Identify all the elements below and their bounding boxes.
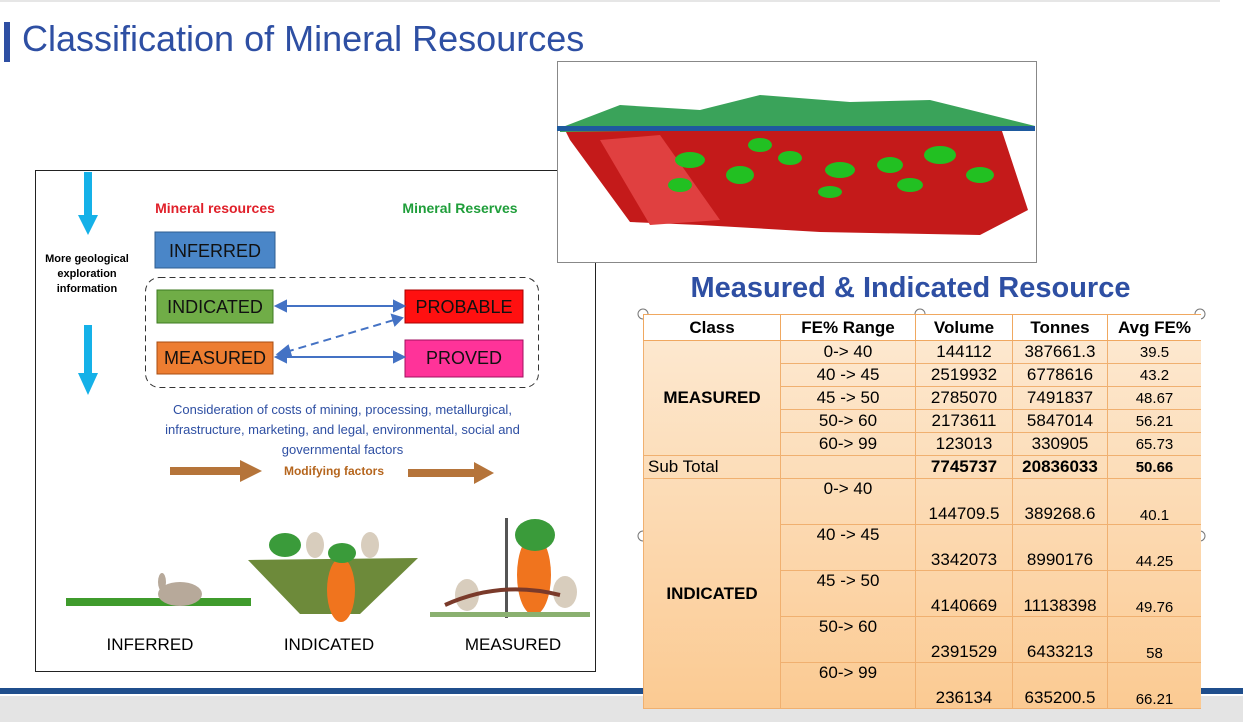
table-cell: 387661.3 [1012, 340, 1108, 364]
box-measured [156, 341, 274, 375]
header-cell: Class [643, 314, 781, 341]
table-cell: 44.25 [1107, 524, 1201, 571]
footer-bar [0, 688, 1243, 694]
reserves-heading: Mineral Reserves [402, 200, 517, 216]
header-cell: Avg FE% [1107, 314, 1201, 341]
table-cell: 65.73 [1107, 432, 1201, 456]
table-cell: 6778616 [1012, 363, 1108, 387]
down-arrows [78, 172, 98, 395]
slide-title: Classification of Mineral Resources [22, 18, 585, 59]
table-row: 60-> 99 236134 635200.5 66.21 [644, 662, 1201, 709]
table-cell: 5847014 [1012, 409, 1108, 433]
class-cell: MEASURED [643, 340, 781, 456]
table-cell: 60-> 99 [780, 432, 916, 456]
table-cell: 7491837 [1012, 386, 1108, 410]
model-render [557, 95, 1035, 235]
class-cell: INDICATED [643, 478, 781, 709]
connectors [273, 299, 407, 364]
side-note: More geological exploration information [45, 253, 129, 295]
table-cell: 4140669 [915, 570, 1013, 617]
table-cell: 50-> 60 [780, 409, 916, 433]
table-body: MEASURED 0-> 40 144112 387661.3 39.5 40 -> 45… [643, 340, 1201, 709]
header-cell: Tonnes [1012, 314, 1108, 341]
box-proved [404, 339, 524, 378]
header-row: Class FE% Range Volume Tonnes Avg FE% [643, 314, 1201, 341]
table-title: Measured & Indicated Resource [690, 272, 1131, 304]
table-cell: 40.1 [1107, 478, 1201, 525]
table-cell: 144709.5 [915, 478, 1013, 525]
table-row: INDICATED 0-> 40 144709.5 389268.6 40.1 [643, 478, 1201, 709]
table-cell: 39.5 [1107, 340, 1201, 364]
header-cell: FE% Range [780, 314, 916, 341]
consideration-text: Consideration of costs of mining, proces… [165, 402, 520, 457]
table-cell: 40 -> 45 [780, 363, 916, 387]
table-cell: 11138398 [1012, 570, 1108, 617]
modifying-label: Modifying factors [284, 464, 384, 478]
table-row: 60-> 99 123013 330905 65.73 [644, 432, 1201, 456]
box-label: INFERRED [169, 241, 261, 261]
table-cell: 0-> 40 [780, 478, 916, 525]
table-cell: 144112 [915, 340, 1013, 364]
table-row: 50-> 60 2173611 5847014 56.21 [644, 409, 1201, 433]
table-cell: 2173611 [915, 409, 1013, 433]
table-cell: 66.21 [1107, 662, 1201, 709]
table-cell: 8990176 [1012, 524, 1108, 571]
box-label: PROBABLE [415, 297, 512, 317]
stage-label: INFERRED [107, 635, 194, 654]
table-cell: 45 -> 50 [780, 386, 916, 410]
table-row: MEASURED 0-> 40 144112 387661.3 39.5 [643, 340, 1201, 456]
dashed-group [145, 277, 539, 388]
table-cell: 50-> 60 [780, 616, 916, 663]
box-inferred [154, 231, 276, 269]
table-cell: 58 [1107, 616, 1201, 663]
table-cell: 236134 [915, 662, 1013, 709]
table-cell: 123013 [915, 432, 1013, 456]
subtotal-cell: 7745737 [915, 455, 1013, 479]
table-cell: 6433213 [1012, 616, 1108, 663]
box-label: MEASURED [164, 348, 266, 368]
box-label: PROVED [426, 348, 502, 368]
header-cell: Volume [915, 314, 1013, 341]
box-probable [404, 289, 524, 324]
table-cell: 2391529 [915, 616, 1013, 663]
table-cell: 60-> 99 [780, 662, 916, 709]
table-cell: 40 -> 45 [780, 524, 916, 571]
table-wrap: Class FE% Range Volume Tonnes Avg FE% MEASUR… [643, 314, 1201, 712]
title-bar [4, 22, 10, 62]
stage-label: INDICATED [284, 635, 374, 654]
empty-cell [780, 455, 916, 479]
table-cell: 2785070 [915, 386, 1013, 410]
table-cell: 45 -> 50 [780, 570, 916, 617]
table-cell: 389268.6 [1012, 478, 1108, 525]
subtotal-row: Sub Total 7745737 20836033 50.66 [643, 455, 1201, 479]
stage-label: MEASURED [465, 635, 561, 654]
table-cell: 49.76 [1107, 570, 1201, 617]
resource-table: Class FE% Range Volume Tonnes Avg FE% MEASUR… [643, 314, 1201, 709]
table-row: 40 -> 45 3342073 8990176 44.25 [644, 524, 1201, 571]
subtotal-cell: 20836033 [1012, 455, 1108, 479]
table-cell: 56.21 [1107, 409, 1201, 433]
table-cell: 3342073 [915, 524, 1013, 571]
modifying-arrows [170, 460, 494, 484]
table-cell: 48.67 [1107, 386, 1201, 410]
box-label: INDICATED [167, 297, 263, 317]
box-indicated [156, 289, 274, 324]
table-cell: 43.2 [1107, 363, 1201, 387]
table-row: 50-> 60 2391529 6433213 58 [644, 616, 1201, 663]
table-cell: 2519932 [915, 363, 1013, 387]
table-cell: 0-> 40 [780, 340, 916, 364]
stage-illustrations [66, 518, 590, 622]
subtotal-cell: 50.66 [1107, 455, 1201, 479]
table-cell: 635200.5 [1012, 662, 1108, 709]
resources-heading: Mineral resources [155, 200, 275, 216]
table-cell: 330905 [1012, 432, 1108, 456]
subtotal-label: Sub Total [643, 455, 781, 479]
